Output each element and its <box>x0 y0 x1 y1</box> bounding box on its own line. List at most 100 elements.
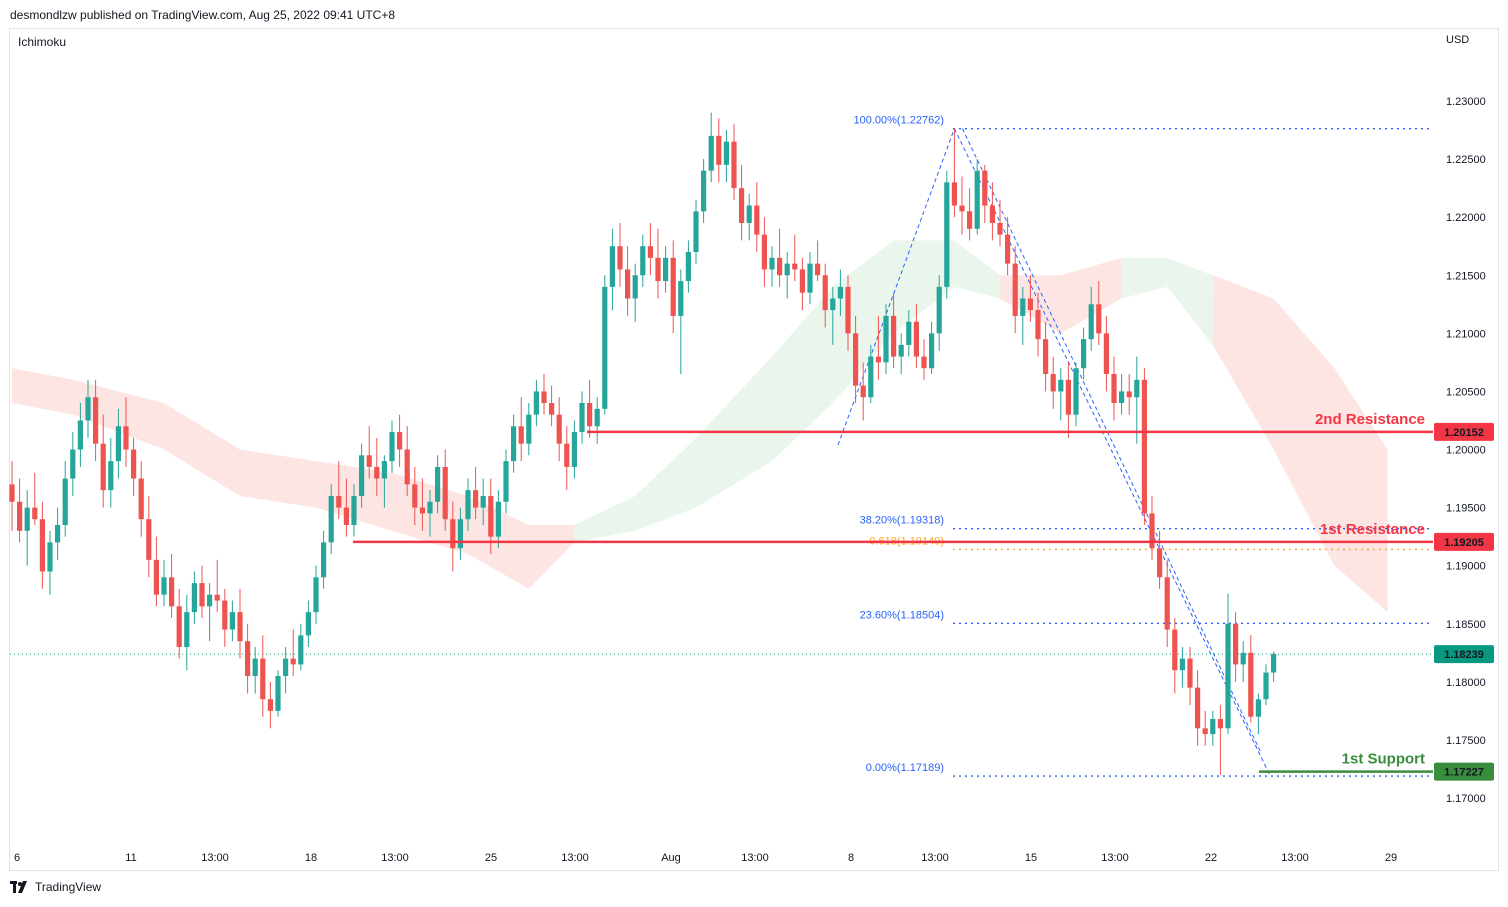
candle-body[interactable] <box>503 461 509 502</box>
candle-body[interactable] <box>587 403 593 427</box>
candle-body[interactable] <box>229 612 235 630</box>
candle-body[interactable] <box>275 676 281 711</box>
candle-body[interactable] <box>305 612 311 636</box>
candle-body[interactable] <box>366 455 372 467</box>
candle-body[interactable] <box>70 449 76 479</box>
candle-body[interactable] <box>146 519 152 560</box>
candle-body[interactable] <box>533 391 539 415</box>
candle-body[interactable] <box>685 252 691 282</box>
candle-body[interactable] <box>571 432 577 467</box>
candle-body[interactable] <box>549 403 555 415</box>
candle-body[interactable] <box>1065 379 1071 415</box>
candle-body[interactable] <box>982 170 988 206</box>
candle-body[interactable] <box>693 211 699 253</box>
candle-body[interactable] <box>518 426 524 444</box>
candle-body[interactable] <box>267 699 273 711</box>
candle-body[interactable] <box>252 658 258 677</box>
candle-body[interactable] <box>169 577 175 607</box>
candle-body[interactable] <box>214 594 220 601</box>
candle-body[interactable] <box>1058 379 1064 392</box>
candle-body[interactable] <box>24 507 30 531</box>
candle-body[interactable] <box>9 484 15 502</box>
candle-body[interactable] <box>1035 310 1041 340</box>
candle-body[interactable] <box>602 286 608 409</box>
candle-body[interactable] <box>1210 719 1216 735</box>
candle-body[interactable] <box>1248 652 1254 717</box>
candle-body[interactable] <box>100 443 106 491</box>
candle-body[interactable] <box>853 333 859 386</box>
candle-body[interactable] <box>655 257 661 282</box>
candle-body[interactable] <box>739 188 745 223</box>
candle-body[interactable] <box>875 356 881 363</box>
candle-body[interactable] <box>701 170 707 212</box>
candle-body[interactable] <box>898 344 904 357</box>
candle-body[interactable] <box>450 519 456 549</box>
candle-body[interactable] <box>1103 333 1109 374</box>
candle-body[interactable] <box>792 263 798 270</box>
candle-body[interactable] <box>906 321 912 345</box>
candle-body[interactable] <box>260 658 266 700</box>
candle-body[interactable] <box>929 333 935 369</box>
candle-body[interactable] <box>32 507 38 520</box>
candle-body[interactable] <box>389 432 395 462</box>
candle-body[interactable] <box>1020 298 1026 316</box>
candle-body[interactable] <box>594 408 600 427</box>
candle-body[interactable] <box>647 246 653 258</box>
candle-body[interactable] <box>799 269 805 293</box>
candle-body[interactable] <box>1012 263 1018 316</box>
candle-body[interactable] <box>336 495 342 508</box>
candle-body[interactable] <box>77 420 83 450</box>
candle-body[interactable] <box>1027 298 1033 311</box>
candle-body[interactable] <box>936 286 942 334</box>
candle-body[interactable] <box>860 385 866 398</box>
candle-body[interactable] <box>1172 629 1178 671</box>
candle-body[interactable] <box>115 426 121 462</box>
candle-body[interactable] <box>55 525 61 543</box>
candle-body[interactable] <box>1134 379 1140 398</box>
candle-body[interactable] <box>39 519 45 572</box>
candle-body[interactable] <box>1149 513 1155 549</box>
candle-body[interactable] <box>313 577 319 613</box>
candle-body[interactable] <box>404 449 410 485</box>
candle-body[interactable] <box>176 606 182 647</box>
candle-body[interactable] <box>1179 658 1185 671</box>
candle-body[interactable] <box>1263 672 1269 700</box>
candle-body[interactable] <box>822 275 828 311</box>
candle-body[interactable] <box>913 321 919 357</box>
candle-body[interactable] <box>883 315 889 363</box>
candle-body[interactable] <box>511 426 517 462</box>
candle-body[interactable] <box>435 466 441 502</box>
candle-body[interactable] <box>419 507 425 514</box>
candle-body[interactable] <box>1126 391 1132 398</box>
candle-body[interactable] <box>480 495 486 508</box>
candle-body[interactable] <box>1043 339 1049 374</box>
candle-body[interactable] <box>85 397 91 421</box>
candle-body[interactable] <box>359 455 365 496</box>
candle-body[interactable] <box>412 484 418 508</box>
candle-body[interactable] <box>944 182 950 287</box>
candle-body[interactable] <box>617 246 623 270</box>
candle-body[interactable] <box>564 443 570 467</box>
footer-brand[interactable]: TradingView <box>10 880 101 894</box>
candle-body[interactable] <box>1225 623 1231 729</box>
candle-body[interactable] <box>891 315 897 357</box>
candle-body[interactable] <box>184 612 190 647</box>
candle-body[interactable] <box>921 356 927 369</box>
candle-body[interactable] <box>632 275 638 299</box>
candle-body[interactable] <box>442 466 448 520</box>
candle-body[interactable] <box>1233 623 1239 665</box>
candle-body[interactable] <box>526 414 532 444</box>
candle-body[interactable] <box>1164 577 1170 630</box>
candle-body[interactable] <box>123 426 129 450</box>
candle-body[interactable] <box>989 205 995 223</box>
candle-body[interactable] <box>1119 391 1125 404</box>
candle-body[interactable] <box>678 281 684 316</box>
candle-body[interactable] <box>488 495 494 537</box>
candle-body[interactable] <box>868 356 874 398</box>
candle-body[interactable] <box>328 495 334 543</box>
candle-body[interactable] <box>108 461 114 491</box>
indicator-legend[interactable]: Ichimoku <box>18 35 67 49</box>
candle-body[interactable] <box>640 246 646 276</box>
candle-body[interactable] <box>731 141 737 189</box>
